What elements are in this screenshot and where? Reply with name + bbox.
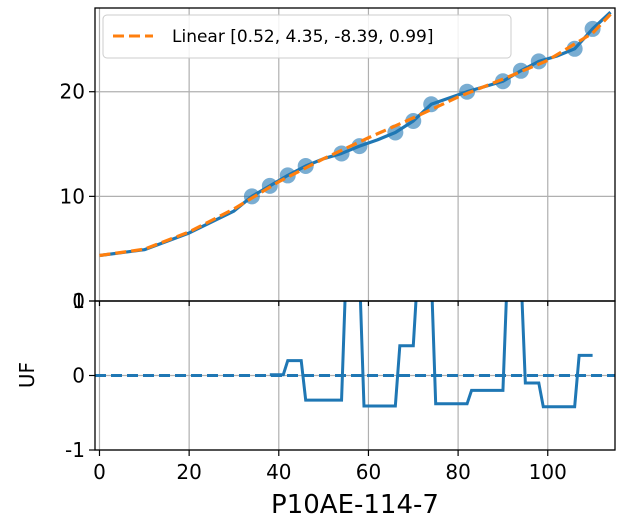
top-panel-ticks: 0 10 20 [60,80,549,313]
x-axis-label: P10AE-114-7 [271,490,439,520]
bottom-x-tick-label: 100 [529,460,567,484]
top-y-tick-label: 0 [72,289,85,313]
bottom-x-tick-label: 0 [93,460,106,484]
legend-box [102,14,512,59]
top-y-tick-label: 20 [60,80,85,104]
legend: Linear [0.52, 4.35, -8.39, 0.99] [102,14,512,59]
bottom-x-tick-label: 40 [266,460,291,484]
bottom-x-tick-label: 20 [176,460,201,484]
top-y-tick-label: 10 [60,184,85,208]
uf-series-line [269,301,593,409]
bottom-y-tick-label: -1 [65,438,85,462]
bottom-y-tick-label: 1 [72,289,85,313]
top-panel-plot [99,11,612,258]
bottom-y-tick-label: 0 [72,364,85,388]
bottom-x-tick-label: 80 [445,460,470,484]
bottom-x-tick-label: 60 [356,460,381,484]
bottom-panel-plot [95,301,615,409]
linear-fit-line [99,13,612,258]
bottom-y-axis-label: UF [15,362,39,388]
legend-label-fit: Linear [0.52, 4.35, -8.39, 0.99] [172,27,433,47]
